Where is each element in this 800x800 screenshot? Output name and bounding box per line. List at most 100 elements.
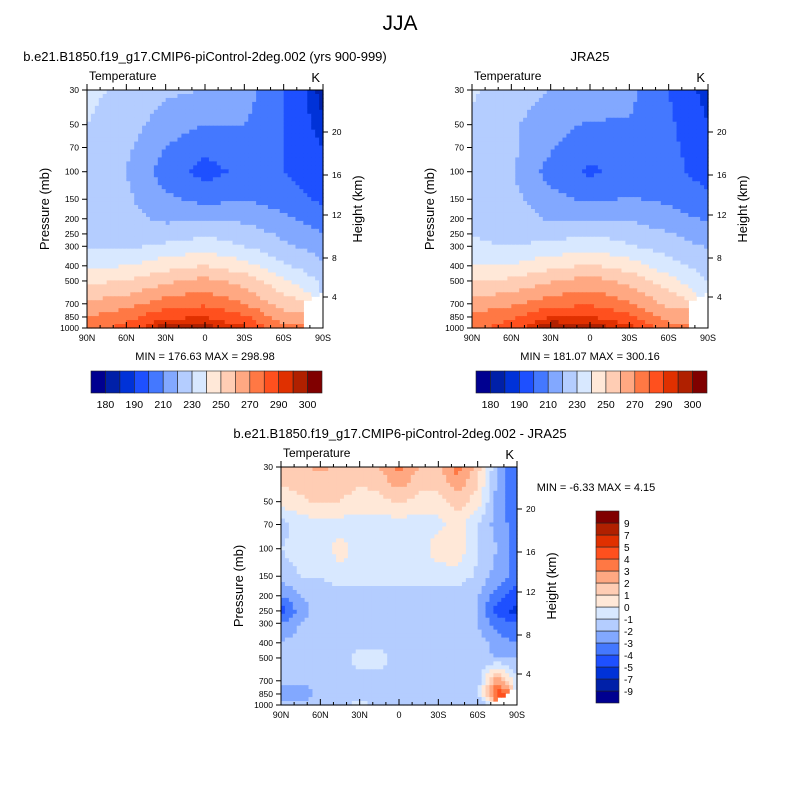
- y2-axis-title: Height (km): [350, 175, 365, 242]
- contour-cell: [157, 101, 163, 107]
- contour-cell: [220, 252, 226, 258]
- contour-cell: [138, 324, 143, 329]
- contour-cell: [578, 161, 583, 166]
- contour-cell: [279, 232, 285, 238]
- contour-cell: [267, 181, 273, 186]
- contour-cell: [617, 173, 623, 178]
- contour-cell: [197, 216, 202, 222]
- contour-cell: [208, 316, 214, 321]
- contour-cell: [574, 125, 579, 131]
- contour-cell: [114, 93, 120, 99]
- contour-cell: [197, 149, 202, 155]
- contour-cell: [617, 125, 623, 131]
- contour-cell: [236, 308, 241, 313]
- contour-cell: [629, 113, 634, 119]
- contour-cell: [503, 149, 508, 155]
- contour-cell: [287, 256, 293, 262]
- contour-cell: [613, 153, 619, 159]
- contour-cell: [90, 236, 96, 242]
- contour-cell: [90, 308, 96, 313]
- contour-cell: [232, 304, 238, 309]
- contour-cell: [252, 121, 257, 127]
- contour-cell: [472, 173, 477, 178]
- contour-cell: [291, 216, 297, 222]
- contour-cell: [244, 185, 249, 190]
- contour-cell: [275, 113, 281, 119]
- contour-cell: [212, 189, 218, 194]
- contour-cell: [201, 244, 206, 250]
- contour-cell: [122, 93, 127, 99]
- contour-cell: [228, 260, 234, 266]
- contour-cell: [578, 121, 583, 127]
- contour-cell: [307, 97, 312, 103]
- contour-cell: [110, 181, 116, 186]
- contour-cell: [146, 292, 151, 297]
- contour-cell: [256, 97, 261, 103]
- contour-cell: [315, 161, 320, 166]
- contour-cell: [704, 153, 709, 159]
- contour-cell: [189, 181, 194, 186]
- contour-cell: [656, 161, 662, 166]
- contour-cell: [271, 153, 277, 159]
- contour-cell: [271, 93, 277, 99]
- contour-cell: [531, 90, 536, 95]
- contour-cell: [244, 205, 249, 210]
- contour-cell: [664, 129, 670, 135]
- contour-cell: [102, 276, 108, 281]
- contour-cell: [311, 284, 316, 289]
- contour-cell: [142, 209, 147, 214]
- contour-cell: [118, 288, 123, 293]
- contour-cell: [291, 177, 297, 182]
- contour-cell: [487, 173, 493, 178]
- contour-cell: [637, 125, 642, 131]
- contour-cell: [291, 157, 297, 162]
- contour-cell: [240, 236, 245, 242]
- contour-cell: [299, 240, 304, 246]
- contour-cell: [676, 137, 682, 143]
- contour-cell: [303, 284, 308, 289]
- contour-cell: [102, 193, 108, 198]
- contour-cell: [645, 149, 650, 155]
- contour-cell: [201, 193, 206, 198]
- contour-cell: [264, 292, 269, 297]
- contour-cell: [503, 153, 508, 159]
- contour-cell: [570, 141, 575, 147]
- contour-cell: [319, 145, 324, 151]
- contour-cell: [303, 173, 308, 178]
- contour-cell: [260, 197, 265, 202]
- contour-cell: [676, 97, 682, 103]
- contour-cell: [531, 169, 536, 174]
- contour-cell: [287, 201, 293, 206]
- contour-cell: [169, 240, 175, 246]
- contour-cell: [185, 264, 190, 270]
- contour-cell: [625, 173, 630, 178]
- contour-cell: [672, 129, 678, 135]
- contour-cell: [315, 105, 320, 111]
- contour-cell: [106, 324, 112, 329]
- contour-cell: [483, 141, 489, 147]
- contour-cell: [212, 288, 218, 293]
- contour-cell: [169, 320, 175, 325]
- contour-cell: [134, 260, 139, 266]
- contour-cell: [491, 129, 497, 135]
- contour-cell: [605, 93, 611, 99]
- contour-cell: [590, 169, 595, 174]
- contour-cell: [90, 209, 96, 214]
- contour-cell: [161, 125, 167, 131]
- contour-cell: [570, 90, 575, 95]
- contour-cell: [652, 145, 658, 151]
- contour-cell: [267, 205, 273, 210]
- contour-cell: [153, 228, 159, 234]
- contour-cell: [106, 101, 112, 107]
- contour-cell: [554, 145, 560, 151]
- contour-cell: [236, 312, 241, 317]
- contour-cell: [224, 264, 230, 270]
- contour-cell: [87, 149, 92, 155]
- contour-cell: [275, 284, 281, 289]
- contour-cell: [688, 161, 693, 166]
- contour-cell: [315, 205, 320, 210]
- contour-cell: [228, 304, 234, 309]
- contour-cell: [102, 216, 108, 222]
- contour-cell: [201, 280, 206, 285]
- contour-cell: [118, 304, 123, 309]
